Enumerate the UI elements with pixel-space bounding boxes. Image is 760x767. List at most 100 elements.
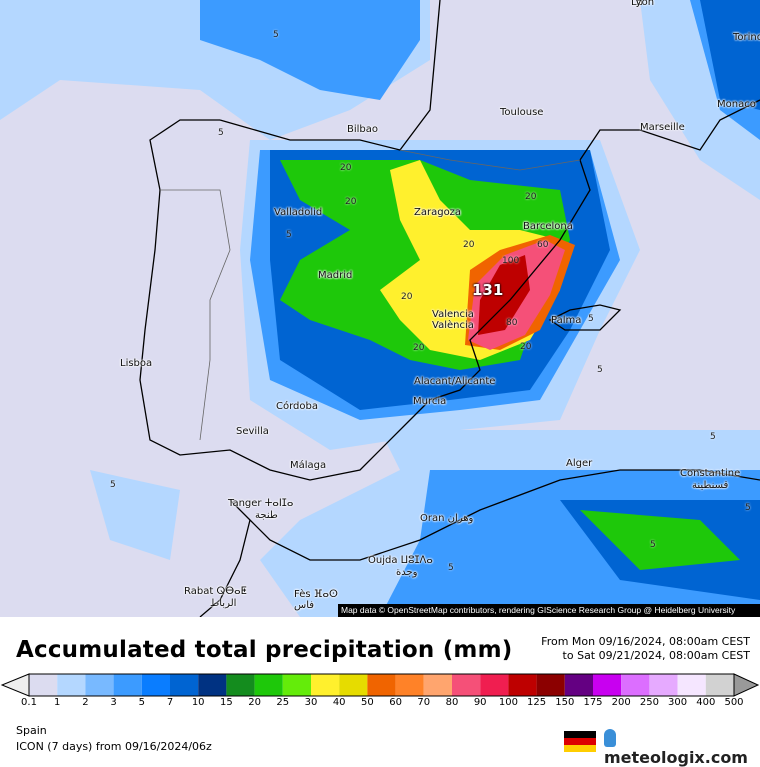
color-swatch bbox=[113, 674, 142, 696]
period-from: From Mon 09/16/2024, 08:00am CEST bbox=[541, 635, 750, 648]
tick-label: 5 bbox=[138, 697, 145, 708]
tick-label: 0.1 bbox=[21, 697, 37, 708]
borders bbox=[160, 149, 581, 441]
contour-label: 5 bbox=[110, 480, 116, 490]
city-label: طنجة bbox=[255, 510, 278, 521]
tick-label: 250 bbox=[639, 697, 659, 708]
color-swatch bbox=[649, 674, 678, 696]
tick-label: 2 bbox=[82, 697, 89, 708]
coastlines bbox=[139, 0, 760, 617]
tick-label: 1 bbox=[54, 697, 61, 708]
contour-label: 20 bbox=[525, 192, 537, 202]
color-swatch bbox=[29, 674, 58, 696]
city-label: Monaco bbox=[717, 99, 756, 110]
precipitation-map[interactable]: 131 Lyon Torino Monaco Toulouse Marseill… bbox=[0, 0, 760, 617]
city-label: Málaga bbox=[290, 460, 327, 471]
legend-title: Accumulated total precipitation (mm) bbox=[16, 637, 513, 663]
city-label: Palma bbox=[551, 315, 582, 326]
contour-label: 5 bbox=[286, 230, 292, 240]
city-label: فاس bbox=[294, 600, 315, 611]
german-flag-icon[interactable] bbox=[564, 731, 596, 752]
city-label: Oran وهران bbox=[420, 513, 474, 524]
tick-label: 40 bbox=[332, 697, 346, 708]
contour-label: 20 bbox=[520, 342, 532, 352]
color-scale-bar bbox=[0, 673, 760, 697]
contour-label: 100 bbox=[502, 256, 520, 266]
contour-label: 5 bbox=[218, 128, 224, 138]
contour-label: 5 bbox=[745, 503, 751, 513]
city-label: Tanger ⵜⴰⵏⵊⴰ bbox=[228, 498, 294, 509]
color-swatch bbox=[480, 674, 509, 696]
model-info: ICON (7 days) from 09/16/2024/06z bbox=[16, 740, 212, 753]
tick-label: 70 bbox=[417, 697, 431, 708]
city-label: Córdoba bbox=[276, 401, 318, 412]
color-swatch bbox=[282, 674, 311, 696]
logo-icon bbox=[604, 729, 616, 747]
tick-label: 200 bbox=[611, 697, 631, 708]
city-label: Lyon bbox=[631, 0, 655, 8]
city-label: Barcelona bbox=[523, 221, 573, 232]
precip-dark-red bbox=[478, 255, 530, 335]
contour-label: 20 bbox=[345, 197, 357, 207]
city-label: Valladolid bbox=[274, 207, 323, 218]
color-swatch bbox=[705, 674, 734, 696]
city-label: València bbox=[432, 320, 474, 331]
color-swatch bbox=[452, 674, 481, 696]
contour-label: 5 bbox=[710, 432, 716, 442]
city-label: Oujda ⵡⵓⵊⴷⴰ bbox=[368, 555, 433, 566]
city-label: قسنطينة bbox=[692, 480, 729, 491]
city-label: Toulouse bbox=[500, 107, 544, 118]
contour-label: 5 bbox=[650, 540, 656, 550]
tick-label: 20 bbox=[248, 697, 261, 708]
city-label: Rabat ⵕⴱⴰⵟ bbox=[184, 586, 247, 597]
color-swatch bbox=[508, 674, 537, 696]
tick-label: 60 bbox=[389, 697, 402, 708]
color-swatch bbox=[395, 674, 424, 696]
color-swatch bbox=[198, 674, 227, 696]
tick-label: 3 bbox=[110, 697, 117, 708]
city-label: Marseille bbox=[640, 122, 685, 133]
contour-label: 5 bbox=[588, 314, 594, 324]
tick-label: 50 bbox=[361, 697, 374, 708]
region-label: Spain bbox=[16, 724, 47, 737]
color-swatch bbox=[593, 674, 622, 696]
city-label: Torino bbox=[733, 32, 760, 43]
city-label: Constantine bbox=[680, 468, 741, 479]
city-label: Lisboa bbox=[120, 358, 153, 369]
tick-label: 300 bbox=[668, 697, 688, 708]
contour-label: 20 bbox=[413, 343, 425, 353]
tick-label: 400 bbox=[696, 697, 716, 708]
color-swatch bbox=[254, 674, 283, 696]
city-label: Murcia bbox=[413, 396, 447, 407]
tick-label: 100 bbox=[498, 697, 518, 708]
tick-label: 150 bbox=[555, 697, 575, 708]
contour-label: 60 bbox=[537, 240, 549, 250]
city-label: Zaragoza bbox=[414, 207, 462, 218]
tick-label: 500 bbox=[724, 697, 744, 708]
color-swatch bbox=[57, 674, 86, 696]
precipitation-field bbox=[0, 0, 760, 617]
tick-label: 15 bbox=[220, 697, 233, 708]
color-swatch bbox=[367, 674, 396, 696]
contour-label: 5 bbox=[597, 365, 603, 375]
color-swatch bbox=[311, 674, 340, 696]
city-label: Fès ⴼⴰⵙ bbox=[294, 589, 338, 600]
city-label: وجدة bbox=[396, 567, 418, 578]
contour-label: 20 bbox=[401, 292, 413, 302]
city-label: Sevilla bbox=[236, 426, 269, 437]
contour-label: 5 bbox=[448, 563, 454, 573]
under-range-arrow bbox=[0, 673, 30, 697]
color-swatch bbox=[621, 674, 650, 696]
city-marker bbox=[637, 0, 642, 5]
meteologix-logo[interactable]: meteologix.com bbox=[604, 729, 760, 767]
color-swatch bbox=[170, 674, 199, 696]
time-period: From Mon 09/16/2024, 08:00am CEST to Sat… bbox=[541, 635, 750, 663]
color-swatch bbox=[677, 674, 706, 696]
tick-label: 80 bbox=[445, 697, 459, 708]
color-swatch bbox=[226, 674, 255, 696]
tick-label: 125 bbox=[527, 697, 547, 708]
color-scale-ticks: 0.1 1 2 3 5 7 10 15 20 25 30 40 50 60 70 80 90 100 125 150 1… bbox=[0, 697, 760, 711]
color-bar-border bbox=[28, 673, 735, 697]
over-range-arrow bbox=[733, 673, 760, 697]
tick-label: 90 bbox=[473, 697, 487, 708]
